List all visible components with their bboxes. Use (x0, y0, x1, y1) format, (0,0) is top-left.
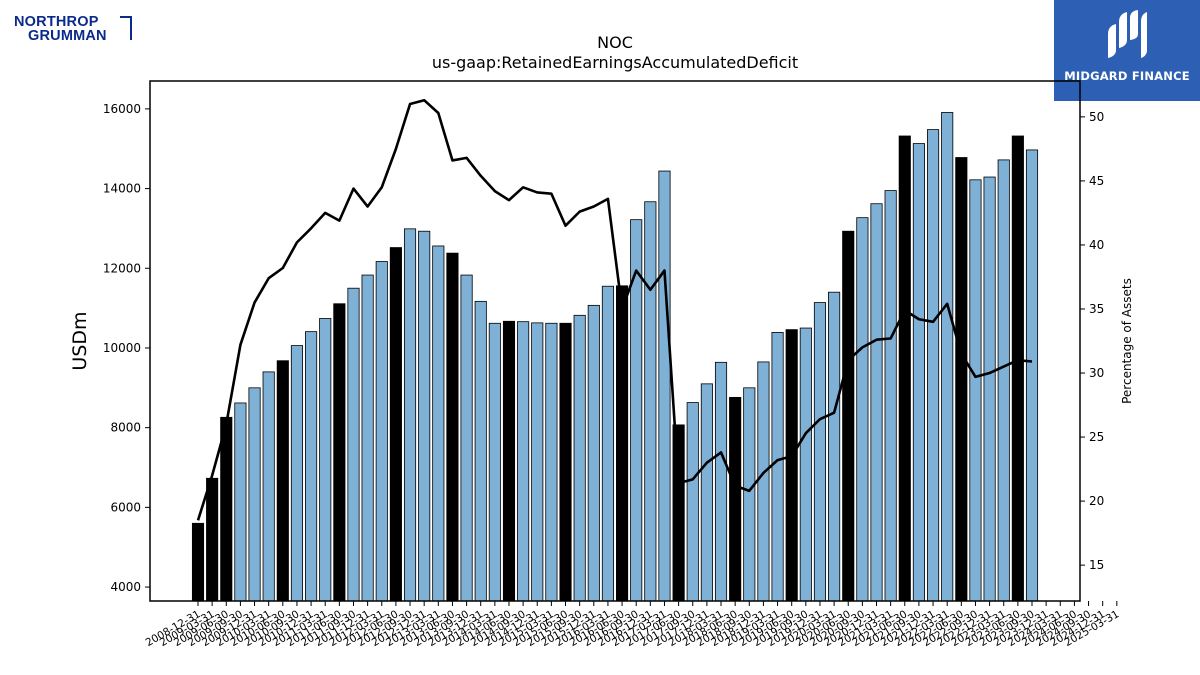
bar-2019-12-31 (813, 302, 827, 602)
y2-tick-label: 45 (1089, 174, 1104, 188)
bar-2022-06-30 (955, 157, 968, 602)
bar-2023-09-30 (1025, 149, 1039, 602)
y-tick-label: 14000 (103, 182, 141, 196)
y2-axis-label: Percentage of Assets (1120, 278, 1134, 404)
bar-2017-06-30 (672, 424, 685, 602)
y-axis-left: 4000 6000 8000 10000 12000 14000 16000 (103, 102, 150, 594)
bar-2013-12-31 (474, 300, 487, 602)
bar-2018-03-31 (714, 361, 728, 602)
bar-2013-03-31 (432, 245, 445, 602)
y2-tick-label: 40 (1089, 238, 1104, 252)
bar-2011-03-31 (319, 318, 332, 602)
bar-2018-09-30 (743, 387, 756, 602)
bar-2014-09-30 (517, 321, 530, 602)
logo-line-1: NORTHROP (14, 14, 99, 30)
chart-subtitle: us-gaap:RetainedEarningsAccumulatedDefic… (432, 53, 798, 72)
bar-2015-09-30 (573, 314, 586, 602)
bar-2017-09-30 (686, 402, 699, 602)
bar-2010-03-31 (262, 371, 275, 602)
bar-series (191, 112, 1039, 602)
bar-2017-12-31 (700, 383, 713, 602)
northrop-grumman-logo: NORTHROP GRUMMAN (14, 14, 134, 44)
bar-2012-12-31 (418, 230, 431, 602)
bar-2009-06-30 (220, 416, 233, 602)
bar-2020-06-30 (842, 230, 855, 602)
line-series (196, 98, 1033, 521)
bar-2013-06-30 (446, 252, 459, 602)
y-tick-label: 4000 (110, 580, 141, 594)
bar-2016-06-30 (616, 285, 629, 602)
bar-2012-03-31 (375, 261, 388, 602)
x-axis: 2008-12-312009-03-312009-06-302009-09-30… (144, 601, 1121, 649)
bar-2009-12-31 (248, 387, 261, 602)
bar-2010-06-30 (276, 360, 289, 602)
logo-bracket (120, 16, 132, 40)
midgard-finance-emblem (1108, 10, 1147, 58)
y-axis-right: 15 20 25 30 35 40 45 50 (1080, 110, 1104, 572)
bar-2015-12-31 (587, 304, 600, 602)
bar-2015-03-31 (545, 322, 558, 602)
bar-2023-03-31 (997, 159, 1010, 602)
bar-2021-03-31 (884, 190, 897, 602)
y2-tick-label: 50 (1089, 110, 1104, 124)
bar-2016-03-31 (601, 285, 614, 602)
y-axis-label: USDm (69, 311, 91, 370)
bar-2014-03-31 (488, 322, 501, 602)
logo-line-2: GRUMMAN (28, 28, 107, 44)
bar-2010-09-30 (290, 345, 304, 602)
bar-2021-06-30 (898, 135, 911, 602)
bar-2009-03-31 (206, 477, 219, 602)
bar-2015-06-30 (559, 322, 572, 602)
bar-2011-09-30 (347, 287, 360, 602)
bar-2012-06-30 (389, 247, 402, 602)
bar-2009-09-30 (234, 402, 247, 602)
bar-2020-12-31 (870, 203, 883, 602)
midgard-finance-logo: MIDGARD FINANCE (1054, 0, 1200, 101)
y-tick-label: 12000 (103, 261, 141, 275)
y2-tick-label: 25 (1089, 430, 1104, 444)
y-tick-label: 6000 (110, 500, 141, 514)
bar-2022-09-30 (969, 179, 982, 602)
chart-title: NOC (597, 33, 633, 52)
bar-2022-12-31 (983, 176, 996, 602)
bar-2019-06-30 (785, 329, 798, 602)
y2-tick-label: 15 (1089, 558, 1104, 572)
plot-frame (149, 80, 1081, 602)
bar-2008-12-31 (191, 522, 205, 602)
bar-2018-12-31 (757, 361, 770, 602)
bar-2010-12-31 (305, 331, 318, 602)
bar-2012-09-30 (403, 228, 417, 602)
y-tick-label: 8000 (110, 421, 141, 435)
bar-2021-09-30 (912, 143, 925, 602)
bar-2011-06-30 (333, 303, 346, 602)
y-tick-label: 16000 (103, 102, 141, 116)
bar-2019-09-30 (799, 327, 812, 602)
bar-2023-06-30 (1011, 135, 1024, 602)
bar-2014-06-30 (502, 320, 516, 602)
bar-2017-03-31 (658, 170, 671, 602)
bar-2020-09-30 (856, 217, 869, 602)
bar-2018-06-30 (729, 396, 742, 602)
y2-tick-label: 20 (1089, 494, 1104, 508)
y-tick-label: 10000 (103, 341, 141, 355)
y2-tick-label: 30 (1089, 366, 1104, 380)
bar-2014-12-31 (531, 322, 544, 602)
bar-2011-12-31 (361, 274, 374, 602)
midgard-finance-text: MIDGARD FINANCE (1064, 69, 1190, 83)
y2-tick-label: 35 (1089, 302, 1104, 316)
bar-2013-09-30 (460, 274, 473, 602)
bar-2019-03-31 (771, 332, 784, 602)
bar-2022-03-31 (941, 112, 954, 602)
bar-2020-03-31 (828, 291, 841, 602)
bar-2016-12-31 (644, 201, 657, 602)
bar-2021-12-31 (927, 129, 940, 602)
percentage-of-assets-line (196, 98, 1033, 521)
